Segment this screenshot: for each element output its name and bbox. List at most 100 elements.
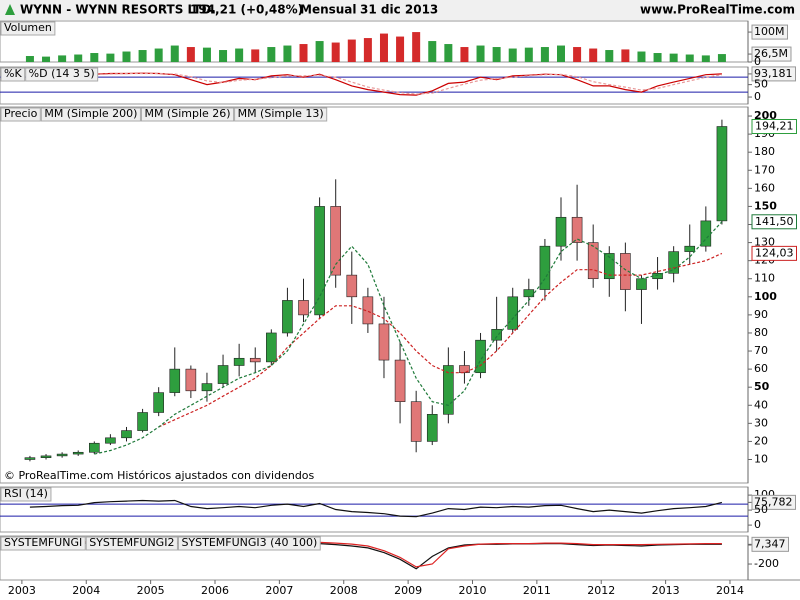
legend-box: [234, 107, 328, 122]
value-box: [751, 46, 792, 62]
volume-bar: [42, 56, 51, 62]
volume-bar: [202, 47, 211, 62]
volume-bar: [219, 50, 228, 62]
candle-body: [169, 368, 181, 393]
legend-item: MM (Simple 13): [238, 107, 324, 120]
legend-item: SYSTEMFUNGI: [4, 536, 82, 549]
y-tick-label: 0: [754, 55, 761, 68]
legend-item: SYSTEMFUNGI3 (40 100): [181, 536, 317, 549]
volume-bar: [540, 47, 549, 62]
legend-box: [0, 21, 56, 36]
candle-body: [56, 453, 68, 457]
candle-body: [298, 300, 309, 316]
candle-body: [89, 442, 100, 453]
volume-bar: [621, 49, 630, 62]
marker-box: [751, 214, 797, 230]
symbol: WYNN - WYNN RESORTS LTD.: [20, 3, 216, 17]
period: Mensual: [300, 3, 357, 17]
value-box: [751, 494, 796, 510]
volume-bar: [557, 45, 565, 62]
volume-bar: [460, 47, 469, 62]
candle-body: [362, 296, 374, 325]
volume-bar: [74, 54, 83, 62]
x-tick-label: 2013: [652, 584, 680, 597]
candle-body: [636, 278, 647, 290]
marker-label: 124,03: [755, 246, 794, 259]
legend-box: [0, 487, 52, 502]
candle-body: [716, 126, 728, 222]
candle-body: [153, 392, 164, 413]
y-tick-label: 180: [754, 145, 775, 158]
x-tick-label: 2011: [523, 584, 551, 597]
up-arrow-icon: [5, 4, 15, 15]
y-tick-label: 170: [754, 163, 775, 176]
marker-box: [751, 245, 797, 261]
marker-label: 141,50: [755, 215, 794, 228]
volume-bar: [315, 41, 324, 62]
y-tick-label: 80: [754, 326, 768, 339]
volume-bar: [428, 41, 437, 62]
candle-body: [40, 455, 52, 458]
legend-box: [177, 536, 321, 551]
candle-body: [443, 365, 454, 415]
candle-body: [603, 253, 615, 280]
y-tick-label: 160: [754, 181, 775, 194]
candle-body: [217, 365, 229, 384]
annotation: © ProRealTime.com Históricos ajustados c…: [4, 469, 315, 482]
x-tick-label: 2004: [72, 584, 100, 597]
legend-box: [85, 536, 178, 551]
legend-item: Precio: [4, 107, 38, 120]
y-tick-label: 75,782: [754, 495, 793, 508]
candle-body: [700, 220, 712, 247]
volume-bar: [122, 51, 131, 62]
volume-bar: [379, 33, 388, 62]
x-tick-label: 2012: [587, 584, 615, 597]
x-tick-label: 2003: [8, 584, 36, 597]
y-tick-label: -200: [754, 557, 779, 570]
marker-label: 194,21: [755, 120, 794, 133]
volume-bar: [605, 50, 614, 62]
legend-box: [0, 536, 86, 551]
y-tick-label: 0: [754, 90, 761, 103]
header-bar: [0, 0, 800, 20]
y-tick-label: 40: [754, 398, 768, 411]
value-box: [751, 24, 788, 40]
x-tick-label: 2006: [201, 584, 229, 597]
volume-bar: [412, 32, 421, 62]
panel-frame: [0, 106, 749, 484]
volume-bar: [476, 45, 485, 62]
series-line: [29, 72, 722, 95]
volume-bar: [299, 44, 308, 62]
volume-bar: [90, 53, 99, 62]
candle-body: [121, 430, 132, 439]
volume-bar: [25, 56, 34, 62]
volume-bar: [444, 44, 453, 62]
x-tick-label: 2008: [330, 584, 358, 597]
site: www.ProRealTime.com: [640, 3, 795, 17]
volume-bar: [524, 47, 533, 62]
legend-item: RSI (14): [4, 487, 48, 500]
candle-body: [587, 242, 599, 280]
y-tick-label: 20: [754, 434, 768, 447]
volume-bar: [283, 45, 292, 62]
y-tick-label: 100M: [754, 25, 785, 38]
y-tick-label: 0: [754, 518, 761, 531]
legend-item: %D (14 3 5): [29, 67, 95, 80]
y-tick-label: 130: [754, 236, 775, 249]
candle-body: [491, 329, 502, 341]
x-tick-label: 2014: [716, 584, 744, 597]
candle-body: [233, 357, 245, 366]
candle-body: [394, 359, 406, 402]
y-tick-label: 70: [754, 344, 768, 357]
volume-bar: [701, 55, 710, 62]
candle-body: [523, 289, 535, 298]
legend-item: MM (Simple 200): [44, 107, 137, 120]
volume-bar: [669, 53, 678, 62]
y-tick-label: 7,347: [754, 537, 786, 550]
candle-body: [266, 332, 277, 363]
legend-item: MM (Simple 26): [144, 107, 230, 120]
candle-body: [185, 368, 197, 392]
volume-bar: [589, 48, 598, 62]
y-tick-label: 100: [754, 290, 777, 303]
